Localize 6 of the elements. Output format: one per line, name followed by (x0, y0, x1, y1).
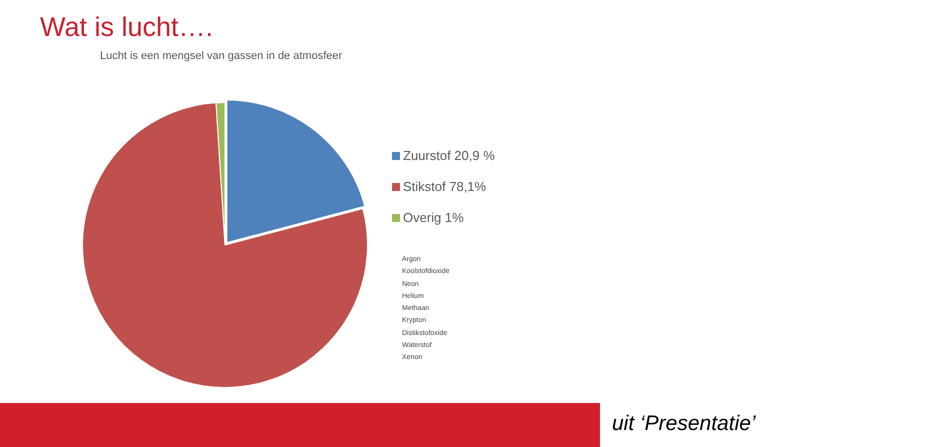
legend-label: Stikstof 78,1% (403, 179, 486, 194)
chart-subtitle: Lucht is een mengsel van gassen in de atmosfeer (100, 50, 342, 62)
legend-label: Overig 1% (403, 210, 464, 225)
text: uit ‘Presentatie’ (612, 412, 756, 436)
legend-label: Zuurstof 20,9 % (403, 148, 495, 163)
chart-title: Wat is lucht…. (40, 12, 214, 43)
